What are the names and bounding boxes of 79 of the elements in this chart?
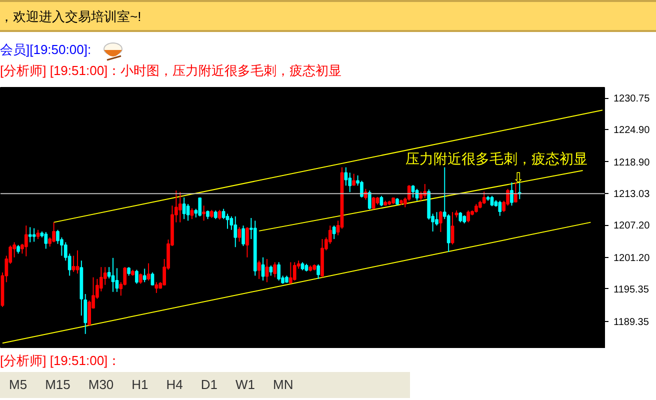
candlestick	[257, 260, 261, 280]
candlestick	[190, 208, 194, 220]
text: M15	[44, 376, 72, 394]
annotation: 压力附近很多毛刺，疲态初显	[406, 150, 588, 166]
candlestick	[450, 212, 454, 245]
candlestick	[292, 262, 296, 282]
candlestick	[142, 268, 146, 283]
text: W1	[234, 376, 256, 394]
text: H4	[165, 376, 184, 394]
text: M30	[87, 376, 115, 394]
candlestick	[242, 225, 245, 247]
candlestick	[154, 282, 158, 294]
text: H1	[130, 376, 150, 394]
candlestick	[372, 196, 376, 210]
y-tick-label: 1195.35	[614, 284, 650, 296]
text: [分析师] [19:51:00]：	[0, 352, 122, 370]
candlestick	[419, 191, 423, 202]
candlestick	[332, 225, 336, 240]
candlestick	[186, 203, 190, 222]
candlestick	[72, 255, 76, 272]
text: [分析师] [19:51:00]：小时图，压力附近很多毛刺，疲态初显	[0, 62, 342, 80]
candlestick	[368, 190, 372, 210]
text: M5	[8, 376, 28, 394]
text: D1	[200, 376, 219, 394]
candlestick	[52, 222, 56, 243]
candlestick	[288, 262, 292, 284]
candlestick	[135, 269, 138, 284]
candlestick	[24, 225, 28, 257]
candlestick	[238, 226, 242, 242]
candlestick	[76, 250, 80, 274]
text: ，欢迎进入交易培训室~!	[0, 8, 142, 26]
candlestick	[182, 197, 186, 220]
candlestick	[458, 212, 462, 223]
candlestick	[273, 262, 277, 278]
candlestick	[44, 232, 48, 250]
candlestick	[178, 192, 182, 223]
candlestick	[407, 184, 411, 202]
y-tick-label: 1213.03	[614, 189, 650, 200]
candlestick	[466, 210, 470, 223]
candlestick	[277, 262, 280, 282]
candlestick	[482, 191, 486, 204]
y-tick-label: 1201.20	[614, 252, 650, 264]
candlestick	[269, 264, 273, 276]
candlestick	[138, 273, 142, 284]
candlestick	[226, 213, 230, 230]
candlestick	[510, 182, 514, 206]
candlestick	[514, 182, 518, 203]
candlestick	[107, 266, 111, 279]
candlestick	[103, 266, 107, 286]
candlestick	[265, 258, 269, 283]
candlestick	[111, 257, 115, 292]
y-tick-label: 1207.20	[614, 220, 650, 232]
text: MN	[272, 376, 294, 394]
candlestick	[28, 226, 32, 243]
candlestick	[198, 197, 202, 217]
candlestick	[490, 195, 494, 207]
candlestick	[202, 205, 206, 222]
candlestick	[380, 195, 384, 207]
candlestick	[115, 268, 119, 292]
y-tick-label: 1224.90	[614, 125, 650, 136]
candlestick	[222, 208, 226, 220]
candlestick	[316, 264, 320, 280]
y-tick-label: 1218.90	[614, 157, 650, 168]
candlestick	[344, 166, 348, 186]
candlestick	[218, 209, 222, 220]
candlestick	[146, 262, 150, 282]
text: 会员][19:50:00]:	[0, 41, 92, 59]
candlestick	[438, 210, 442, 233]
candlestick	[411, 184, 415, 198]
candlestick	[150, 272, 154, 286]
annotation: ⇩	[512, 170, 524, 186]
candlestick	[32, 228, 36, 242]
candlestick	[364, 188, 368, 200]
candlestick	[234, 216, 238, 248]
y-tick-label: 1230.75	[614, 94, 650, 105]
candlestick	[498, 200, 502, 216]
candlestick	[36, 229, 40, 240]
candlestick	[246, 226, 249, 258]
y-tick-label: 1189.35	[614, 316, 650, 328]
